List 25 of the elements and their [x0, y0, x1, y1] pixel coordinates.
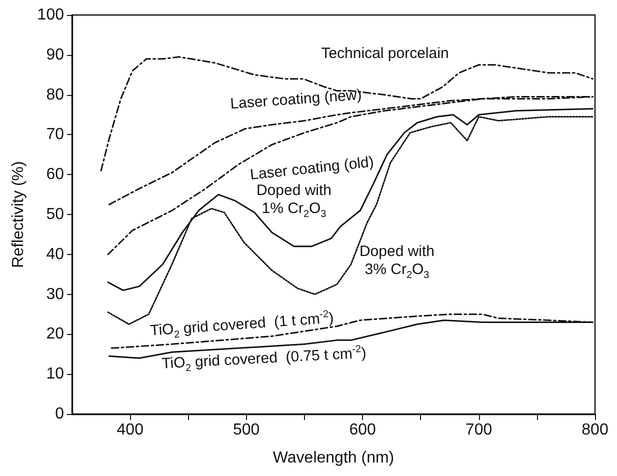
x-tick-label: 700 [465, 422, 492, 438]
y-tick-label: 20 [46, 326, 64, 343]
y-tick-label: 80 [46, 86, 64, 104]
text: Laser coating (old) [249, 154, 375, 184]
series-label: TiO$_{2}$ grid covered (0.75 t cm$^{-2}$) [161, 344, 367, 374]
series-label: Doped with 3% Cr$_{2}$O$_{3}$ [359, 243, 435, 281]
y-tick-label: 30 [46, 286, 64, 303]
x-axis-title: Wavelength (nm) [272, 450, 394, 466]
y-tick-label: 10 [46, 366, 64, 383]
y-tick-label: 60 [46, 166, 64, 184]
y-tick-label: 100 [37, 6, 64, 24]
y-axis-title: Reflectivity (%) [10, 161, 27, 268]
x-tick-label: 800 [582, 422, 608, 438]
series-label: Technical porcelain [321, 45, 449, 63]
x-tick-label: 500 [232, 422, 260, 438]
y-tick-label: 0 [55, 406, 64, 422]
series-label: TiO$_{2}$ grid covered (1 t cm$^{-2}$) [150, 308, 334, 341]
series-label: Doped with 1% Cr$_{2}$O$_{3}$ [256, 182, 332, 220]
y-tick-label: 50 [46, 206, 64, 223]
series-label: Laser coating (new) [230, 86, 362, 114]
y-tick-label: 90 [46, 46, 64, 64]
x-tick-label: 600 [349, 422, 376, 438]
y-tick-label: 40 [46, 246, 64, 263]
y-tick-label: 70 [46, 126, 64, 144]
x-tick-label: 400 [116, 422, 144, 438]
